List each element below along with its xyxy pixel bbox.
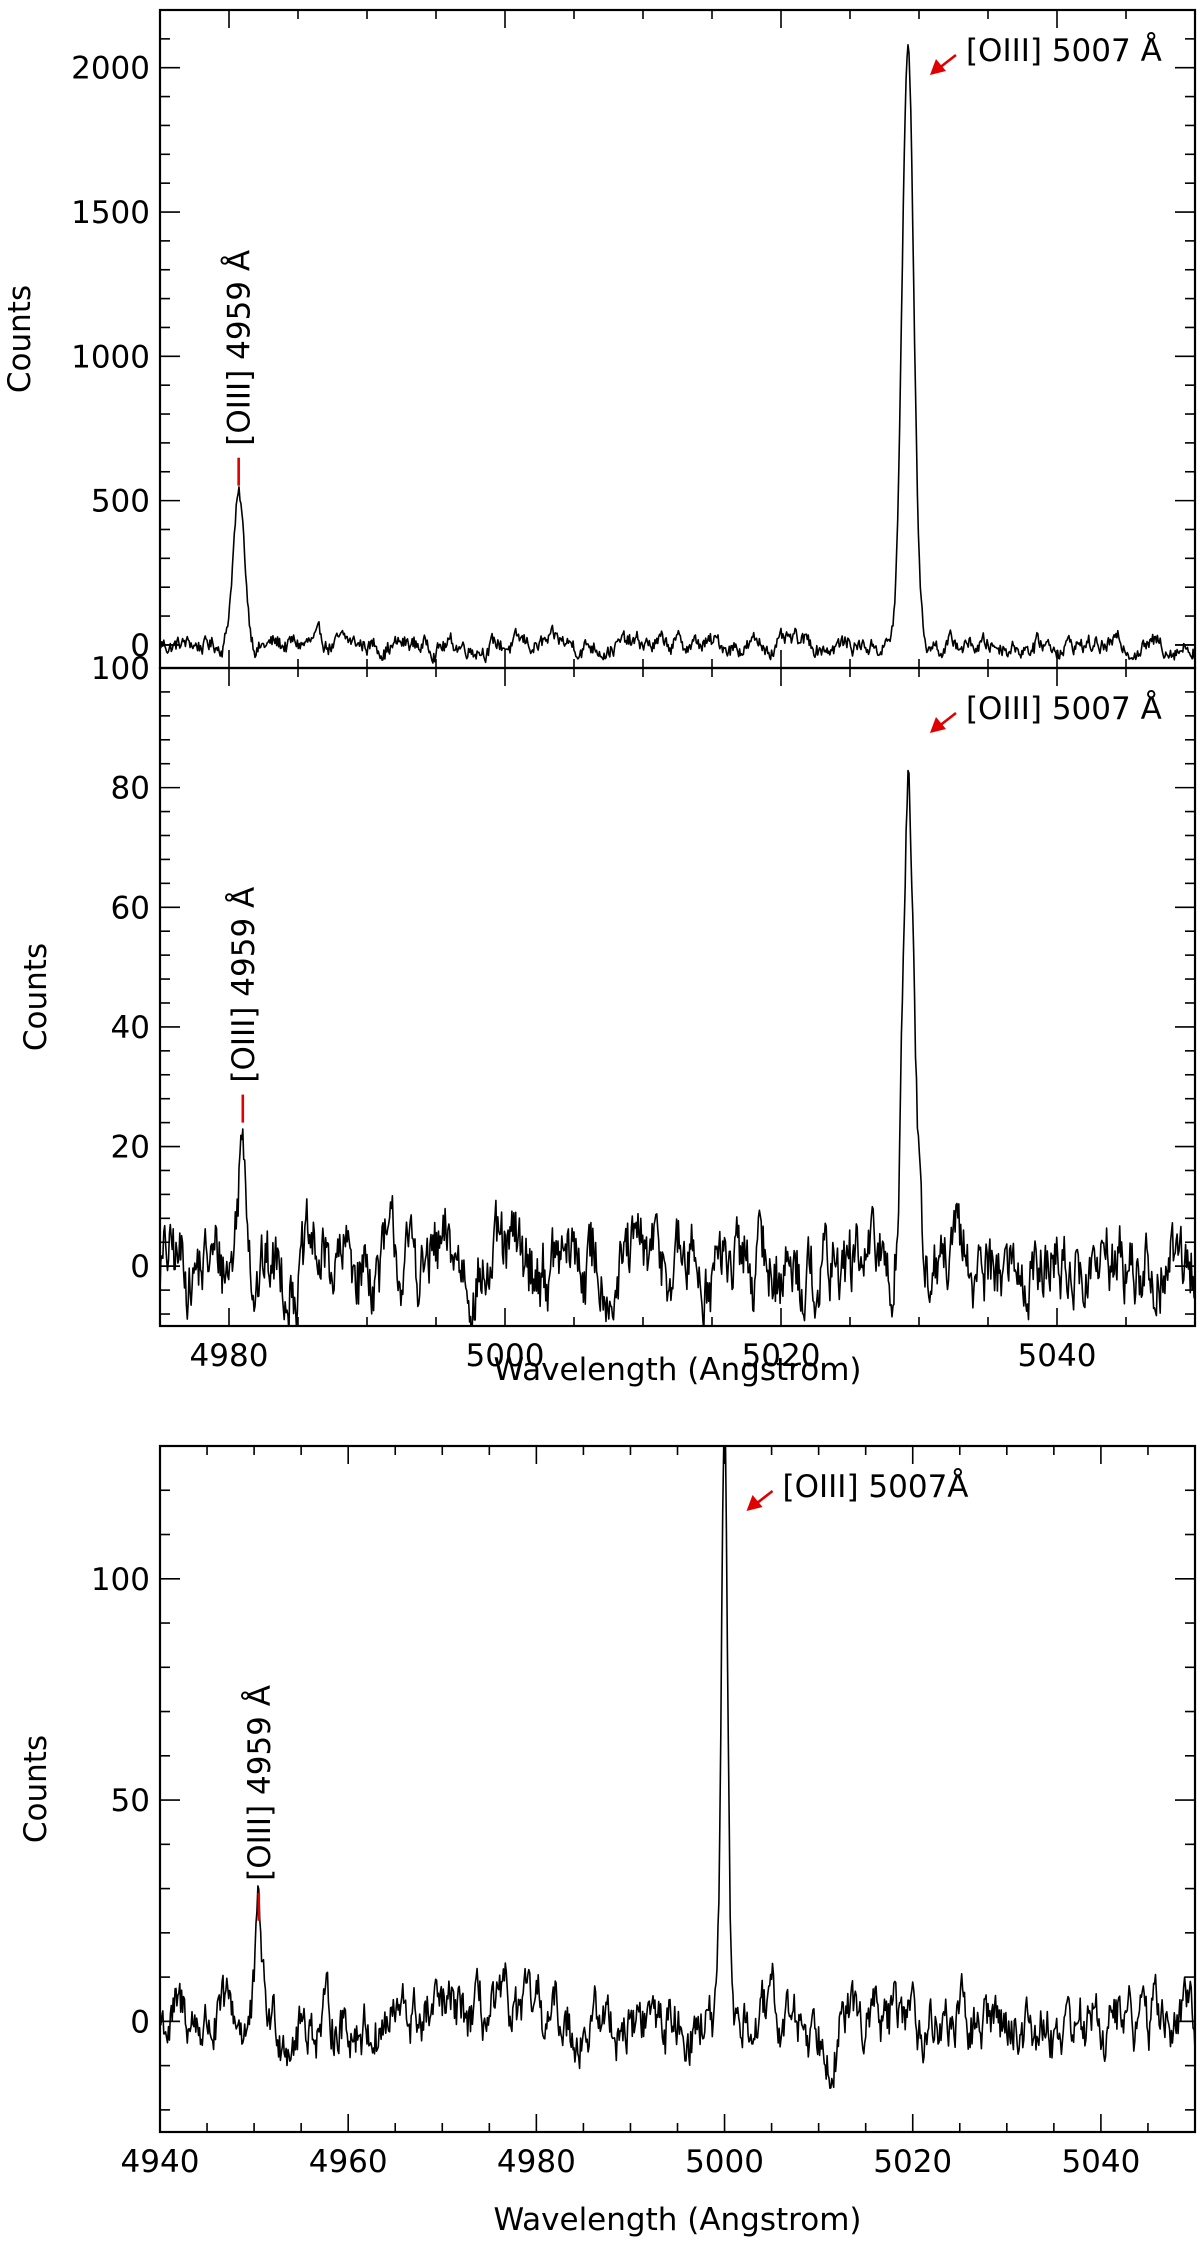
x-tick-label: 5000	[466, 1338, 545, 1374]
y-tick-label: 40	[111, 1010, 150, 1046]
x-tick-label: 5040	[1018, 1338, 1097, 1374]
x-axis-label: Wavelength (Angstrom)	[493, 1352, 861, 1388]
y-axis-label: Counts	[2, 285, 38, 393]
x-axis-label: Wavelength (Angstrom)	[493, 2202, 861, 2238]
y-tick-label: 0	[130, 2004, 150, 2040]
y-axis-label: Counts	[18, 943, 54, 1051]
chart-panel-3: 4940 4960 4980 5000 5020 5040 0 50 100 Counts Wave…	[18, 1444, 1197, 2238]
spectrum-line	[160, 43, 1195, 664]
chart-panel-2: 4980 5000 5020 5040 0 20 40 60 80 100 Counts Wavele…	[18, 651, 1197, 1388]
y-tick-label: 0	[130, 1249, 150, 1285]
arrowhead-icon	[929, 59, 946, 75]
spectrum-line	[160, 769, 1195, 1326]
y-tick-label: 80	[111, 771, 150, 807]
plot-frame	[158, 8, 1197, 670]
arrowhead-icon	[929, 717, 946, 733]
line-label-5007: [OIII] 5007 Å	[966, 33, 1162, 69]
y-tick-label: 100	[91, 1562, 150, 1598]
line-label-4959: [OIII] 4959 Å	[226, 887, 262, 1083]
y-tick-label: 100	[91, 651, 150, 687]
spectrum-line	[160, 1446, 1195, 2089]
x-tick-label: 4980	[190, 1338, 269, 1374]
x-tick-label: 4940	[121, 2144, 200, 2180]
x-tick-label: 5000	[685, 2144, 764, 2180]
y-tick-label: 20	[111, 1130, 150, 1166]
chart-panel-1: 0 500 1000 1500 2000 Counts [OIII] 4959 Å [OIII…	[2, 8, 1197, 670]
y-tick-label: 2000	[71, 51, 150, 87]
line-label-4959: [OIII] 4959 Å	[222, 250, 258, 446]
y-axis-label: Counts	[18, 1735, 54, 1843]
x-tick-label: 5040	[1061, 2144, 1140, 2180]
arrowhead-icon	[746, 1495, 763, 1511]
y-tick-label: 0	[130, 628, 150, 664]
y-tick-label: 60	[111, 890, 150, 926]
x-tick-label: 5020	[873, 2144, 952, 2180]
line-label-4959: [OIII] 4959 Å	[242, 1685, 278, 1881]
x-tick-label: 5020	[742, 1338, 821, 1374]
x-tick-label: 4960	[309, 2144, 388, 2180]
y-tick-label: 1500	[71, 195, 150, 231]
plot-frame	[158, 666, 1197, 1328]
y-tick-label: 1000	[71, 339, 150, 375]
x-tick-label: 4980	[497, 2144, 576, 2180]
line-label-5007: [OIII] 5007Å	[783, 1469, 969, 1505]
y-tick-label: 50	[111, 1783, 150, 1819]
line-label-5007: [OIII] 5007 Å	[966, 691, 1162, 727]
y-tick-label: 500	[91, 484, 150, 520]
